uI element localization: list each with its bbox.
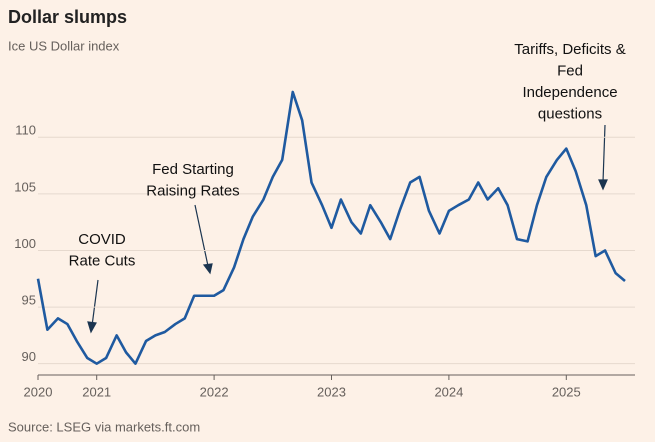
annotation: Raising Rates xyxy=(146,182,239,199)
x-tick-label: 2022 xyxy=(200,384,229,399)
annotation: Fed xyxy=(557,62,583,79)
chart-title: Dollar slumps xyxy=(8,7,127,27)
annotation: Fed Starting xyxy=(152,161,234,178)
annotation: COVID xyxy=(78,231,126,248)
y-tick-label: 100 xyxy=(14,236,36,251)
x-tick-label: 2025 xyxy=(552,384,581,399)
chart-subtitle: Ice US Dollar index xyxy=(8,38,120,53)
source: Source: LSEG via markets.ft.com xyxy=(8,419,200,434)
annotation: Tariffs, Deficits & xyxy=(514,41,625,58)
x-tick-label: 2020 xyxy=(24,384,53,399)
x-tick-label: 2021 xyxy=(82,384,111,399)
line xyxy=(36,90,626,365)
x-tick-label: 2023 xyxy=(317,384,346,399)
y-tick-label: 110 xyxy=(15,123,36,138)
y-tick-label: 95 xyxy=(22,293,36,308)
arrows xyxy=(87,124,608,334)
annotation: Rate Cuts xyxy=(69,252,136,269)
y-tick-label: 90 xyxy=(22,349,36,364)
annotation: Independence xyxy=(522,84,617,101)
x-tick-label: 2024 xyxy=(434,384,463,399)
annotation: questions xyxy=(538,105,602,122)
y-tick-label: 105 xyxy=(14,179,36,194)
